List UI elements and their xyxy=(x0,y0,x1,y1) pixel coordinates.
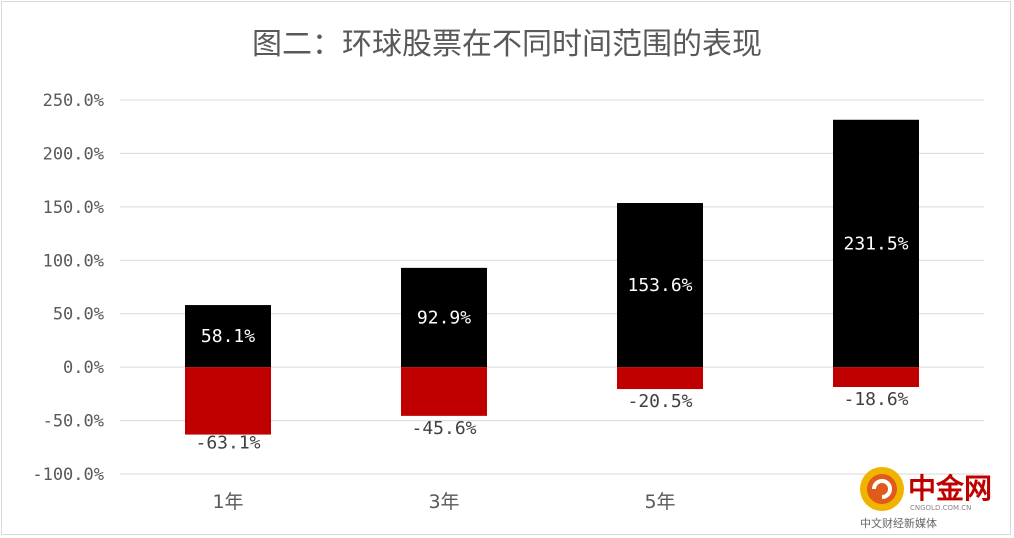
y-tick-label: 150.0% xyxy=(43,198,104,218)
data-label: -20.5% xyxy=(627,391,692,412)
y-axis-ticks: 250.0% 200.0% 150.0% 100.0% 50.0% 0.0% -50.0% -… xyxy=(32,91,104,485)
y-tick-label: 0.0% xyxy=(63,358,104,378)
watermark-tagline: 中文财经新媒体 xyxy=(860,516,937,530)
data-label: 58.1% xyxy=(201,326,255,347)
y-tick-label: 250.0% xyxy=(43,91,104,111)
data-label: 92.9% xyxy=(417,308,471,329)
data-label: -18.6% xyxy=(843,389,908,410)
bar-positive xyxy=(401,267,487,368)
data-label: -45.6% xyxy=(411,418,476,439)
data-label: 153.6% xyxy=(627,275,692,296)
bar-positive xyxy=(617,203,703,368)
watermark-domain: CNGOLD.COM.CN xyxy=(910,504,971,512)
data-label: -63.1% xyxy=(195,433,260,454)
y-tick-label: 50.0% xyxy=(53,305,104,325)
x-category-label: 5年 xyxy=(644,491,675,513)
x-category-label: 3年 xyxy=(428,491,459,513)
bar-negative xyxy=(617,367,703,390)
y-tick-label: 100.0% xyxy=(43,251,104,271)
x-category-label: 1年 xyxy=(212,491,243,513)
bar-positive xyxy=(833,119,919,368)
bars xyxy=(185,119,919,435)
y-tick-label: -100.0% xyxy=(32,465,104,485)
watermark-logo: 中金网 CNGOLD.COM.CN 中文财经新媒体 xyxy=(860,467,992,530)
chart-title: 图二：环球股票在不同时间范围的表现 xyxy=(252,27,762,62)
watermark-name: 中金网 xyxy=(908,472,992,505)
y-tick-label: 200.0% xyxy=(43,144,104,164)
bar-positive xyxy=(185,305,271,368)
data-labels: 58.1% -63.1% 92.9% -45.6% 153.6% -20.5% 231.5%… xyxy=(195,233,908,453)
bar-negative xyxy=(401,367,487,416)
x-axis-categories: 1年3年5年1 xyxy=(212,491,882,513)
gold-coin-logo-icon xyxy=(860,467,904,511)
y-tick-label: -50.0% xyxy=(43,412,104,432)
data-label: 231.5% xyxy=(843,233,908,254)
bar-negative xyxy=(185,367,271,435)
bar-negative xyxy=(833,367,919,388)
